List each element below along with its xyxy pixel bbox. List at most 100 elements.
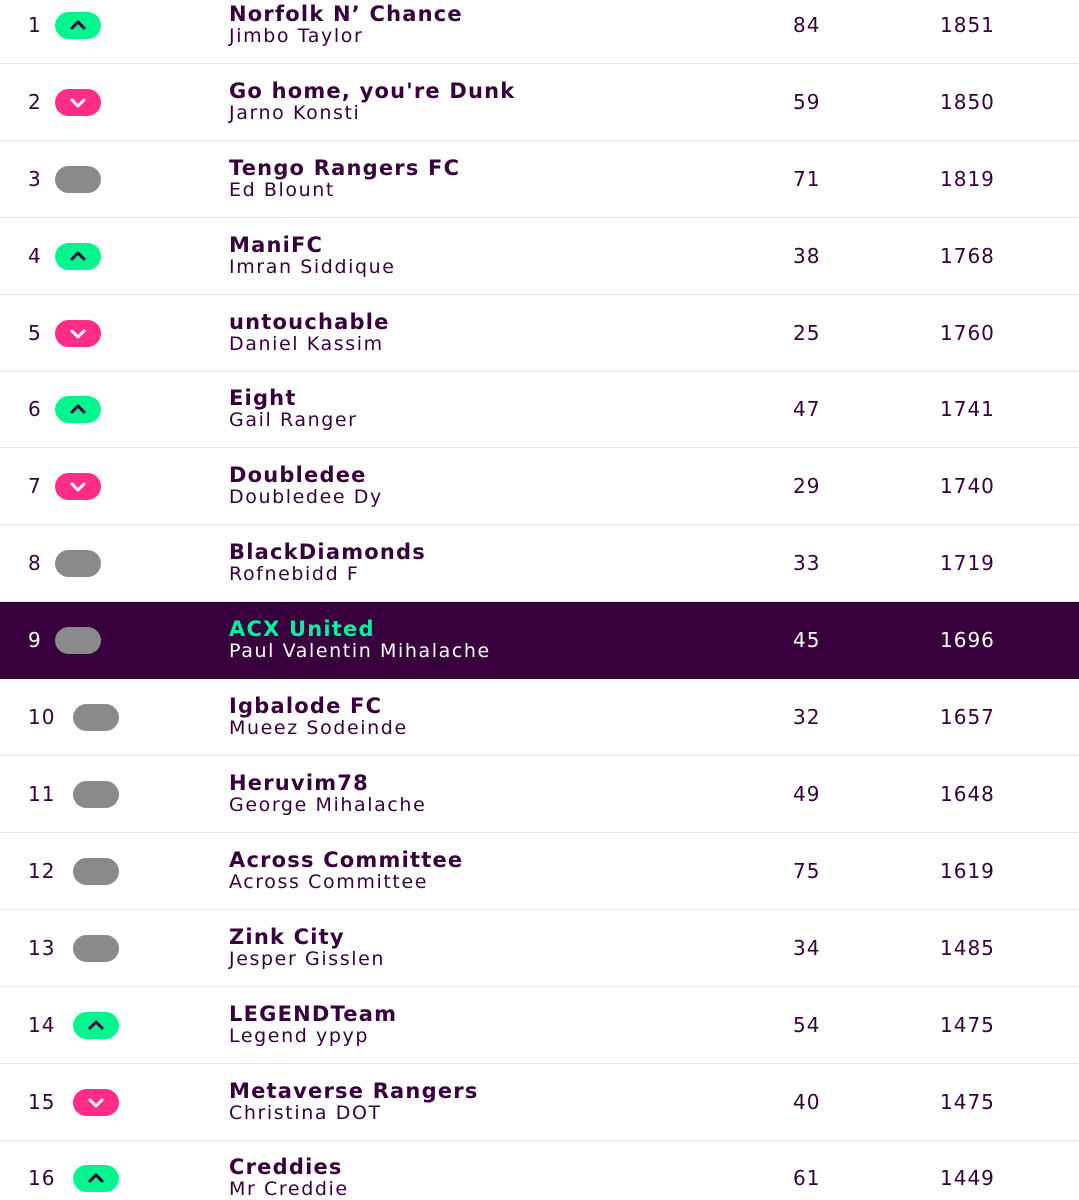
table-row[interactable]: 13 Zink City Jesper Gisslen 34 1485 [0,910,1079,987]
movement-same [55,627,101,654]
team-name[interactable]: Eight [229,386,297,410]
movement-down [73,1089,119,1116]
total-points: 1485 [940,936,995,960]
manager-name: Paul Valentin Mihalache [229,640,491,662]
table-row[interactable]: 1 Norfolk N’ Chance Jimbo Taylor 84 1851 [0,0,1079,64]
total-points: 1449 [940,1166,995,1190]
table-row[interactable]: 2 Go home, you're Dunk Jarno Konsti 59 1… [0,64,1079,141]
total-points: 1657 [940,705,995,729]
team-name[interactable]: Zink City [229,925,345,949]
total-points: 1741 [940,397,995,421]
total-points: 1475 [940,1013,995,1037]
gameweek-points: 40 [793,1090,821,1114]
table-row[interactable]: 14 LEGENDTeam Legend урур 54 1475 [0,987,1079,1064]
manager-name: Imran Siddique [229,256,396,278]
gameweek-points: 75 [793,859,821,883]
table-row-highlighted[interactable]: 9 ACX United Paul Valentin Mihalache 45 … [0,602,1079,679]
manager-name: Daniel Kassim [229,333,384,355]
gameweek-points: 25 [793,321,821,345]
team-name[interactable]: Across Committee [229,848,464,872]
manager-name: Mr Creddie [229,1178,349,1200]
team-name[interactable]: Norfolk N’ Chance [229,2,463,26]
manager-name: Ed Blount [229,179,335,201]
table-row[interactable]: 4 ManiFC Imran Siddique 38 1768 [0,218,1079,295]
rank: 5 [28,321,42,345]
manager-name: Mueez Sodeinde [229,717,408,739]
rank: 4 [28,244,42,268]
gameweek-points: 32 [793,705,821,729]
table-row[interactable]: 3 Tengo Rangers FC Ed Blount 71 1819 [0,141,1079,218]
gameweek-points: 29 [793,474,821,498]
rank: 9 [28,628,42,652]
table-row[interactable]: 7 Doubledee Doubledee Dy 29 1740 [0,448,1079,525]
team-name[interactable]: Heruvim78 [229,771,369,795]
rank: 3 [28,167,42,191]
total-points: 1819 [940,167,995,191]
rank: 11 [28,782,56,806]
table-row[interactable]: 5 untouchable Daniel Kassim 25 1760 [0,295,1079,372]
rank: 1 [28,13,42,37]
manager-name: Rofnebidd F [229,563,360,585]
gameweek-points: 45 [793,628,821,652]
team-name[interactable]: BlackDiamonds [229,540,426,564]
rank: 13 [28,936,56,960]
gameweek-points: 71 [793,167,821,191]
rank: 8 [28,551,42,575]
movement-same [73,781,119,808]
movement-up [55,12,101,39]
team-name[interactable]: ACX United [229,617,375,641]
total-points: 1696 [940,628,995,652]
team-name[interactable]: Go home, you're Dunk [229,79,516,103]
movement-down [55,89,101,116]
total-points: 1740 [940,474,995,498]
movement-up [55,243,101,270]
team-name[interactable]: Tengo Rangers FC [229,156,461,180]
gameweek-points: 61 [793,1166,821,1190]
rank: 14 [28,1013,56,1037]
manager-name: Jesper Gisslen [229,948,386,970]
gameweek-points: 47 [793,397,821,421]
gameweek-points: 84 [793,13,821,37]
team-name[interactable]: untouchable [229,310,390,334]
team-name[interactable]: Creddies [229,1155,343,1179]
team-name[interactable]: Metaverse Rangers [229,1079,479,1103]
manager-name: Jarno Konsti [229,102,361,124]
rank: 12 [28,859,56,883]
total-points: 1850 [940,90,995,114]
rank: 6 [28,397,42,421]
table-row[interactable]: 8 BlackDiamonds Rofnebidd F 33 1719 [0,525,1079,602]
movement-up [73,1012,119,1039]
movement-down [55,320,101,347]
rank: 2 [28,90,42,114]
gameweek-points: 49 [793,782,821,806]
total-points: 1719 [940,551,995,575]
team-name[interactable]: Doubledee [229,463,367,487]
table-row[interactable]: 11 Heruvim78 George Mihalache 49 1648 [0,756,1079,833]
team-name[interactable]: Igbalode FC [229,694,383,718]
manager-name: Legend урур [229,1025,370,1047]
movement-same [73,858,119,885]
gameweek-points: 59 [793,90,821,114]
movement-same [73,935,119,962]
team-name[interactable]: LEGENDTeam [229,1002,398,1026]
manager-name: Across Committee [229,871,429,893]
manager-name: Christina DOT [229,1102,382,1124]
rank: 16 [28,1166,56,1190]
manager-name: Doubledee Dy [229,486,383,508]
total-points: 1760 [940,321,995,345]
rank: 15 [28,1090,56,1114]
manager-name: Jimbo Taylor [229,25,364,47]
movement-down [55,473,101,500]
total-points: 1851 [940,13,995,37]
table-row[interactable]: 12 Across Committee Across Committee 75 … [0,833,1079,910]
movement-same [73,704,119,731]
table-row[interactable]: 16 Creddies Mr Creddie 61 1449 [0,1140,1079,1200]
team-name[interactable]: ManiFC [229,233,324,257]
table-row[interactable]: 15 Metaverse Rangers Christina DOT 40 14… [0,1064,1079,1141]
gameweek-points: 54 [793,1013,821,1037]
total-points: 1619 [940,859,995,883]
total-points: 1475 [940,1090,995,1114]
table-row[interactable]: 6 Eight Gail Ranger 47 1741 [0,371,1079,448]
table-row[interactable]: 10 Igbalode FC Mueez Sodeinde 32 1657 [0,679,1079,756]
